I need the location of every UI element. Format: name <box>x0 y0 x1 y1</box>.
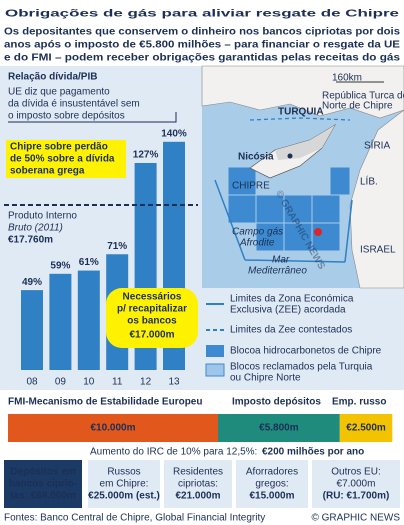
annotation: o imposto sobre depósitos <box>8 111 125 122</box>
value-label: 140% <box>161 128 187 139</box>
deposit-text: €15.000m <box>249 491 294 502</box>
deposit-text: Aforradores <box>246 467 298 478</box>
annotation: de 50% sobre a dívida <box>10 154 115 165</box>
x-tick-label: 10 <box>83 377 95 388</box>
deposit-text: gregos: <box>255 479 288 490</box>
legend-label: Emp. russo <box>332 397 386 408</box>
deposit-cell <box>236 460 308 508</box>
annotation: p/ recapitalizar <box>117 304 187 315</box>
trnc-1: República Turca do <box>322 91 404 102</box>
eez-contested <box>249 117 351 121</box>
chart-title: Relação dívida/PIB <box>8 72 97 83</box>
map-land-levant <box>349 109 404 289</box>
value-label: 71% <box>107 241 127 252</box>
note: Aumento do IRC de 10% para 12,5%: <box>90 447 257 458</box>
lebanon: LÍB. <box>360 175 378 188</box>
gas-field <box>314 228 322 236</box>
gas-1: Campo gás <box>232 227 283 238</box>
deposit-text: (RU: €1.700m) <box>323 491 390 502</box>
legend-label: Blocos reclamados pela Turquia <box>230 362 373 373</box>
annotation: Produto Interno <box>8 211 77 222</box>
note-box <box>106 288 198 348</box>
annotation: Bruto (2011) <box>8 223 63 234</box>
subtitle: anos após o imposto de €5.800 milhões – … <box>4 40 400 51</box>
deposit-text: Residentes <box>173 467 223 478</box>
deposit-text: em Chipre: <box>100 479 149 490</box>
bar <box>77 270 100 370</box>
annotation: soberana grega <box>10 166 85 177</box>
nicosia: Nicósia <box>238 152 274 163</box>
legend-label: FMI-Mecanismo de Estabilidade Europeu <box>8 397 202 408</box>
bar-segment <box>339 414 393 442</box>
legend-label: Blocoa hidrocarbonetos de Chipre <box>230 346 382 357</box>
value-label: €5.800m <box>259 423 299 434</box>
annotation: da dívida é insustentável sem <box>8 99 140 110</box>
annotation: UE diz que pagamento <box>8 87 110 98</box>
nicosia-dot <box>287 153 293 159</box>
annotation: Necessários <box>123 292 182 303</box>
value-label: 127% <box>133 150 159 161</box>
bar-segment <box>218 414 340 442</box>
note-amount: €200 milhões por ano <box>262 447 364 458</box>
x-tick-label: 12 <box>140 377 152 388</box>
legend-label: Imposto depósitos <box>232 397 321 408</box>
deposit-text: €21.000m <box>175 491 220 502</box>
note-box <box>6 140 126 178</box>
deposit-text: Russos <box>107 467 140 478</box>
deposit-text: Depósitos em <box>10 467 76 478</box>
value-label: 59% <box>50 260 70 271</box>
bar-segment <box>8 414 218 442</box>
blocks <box>227 166 351 252</box>
trnc-2: Norte de Chipre <box>322 101 393 112</box>
annotation: Chipre sobre perdão <box>10 142 108 153</box>
deposit-cell <box>164 460 232 508</box>
value-label: €10.000m <box>90 423 135 434</box>
israel: ISRAEL <box>360 245 396 256</box>
legend-label: Limites da Zona Económica <box>230 294 354 305</box>
value-label: €2.500m <box>346 423 386 434</box>
north-cyprus <box>275 125 335 160</box>
annotation: €17.000m <box>129 330 174 341</box>
deposit-text: cipriotas: <box>178 479 218 490</box>
annotation: os bancos <box>127 316 177 327</box>
deposit-text: tas: €68.000m <box>10 491 76 502</box>
deposit-text: €7.000m <box>337 479 376 490</box>
x-tick-label: 13 <box>168 377 180 388</box>
annotation: €17.760m <box>8 235 53 246</box>
subtitle: Os depositantes que conservem o dinheiro… <box>4 27 400 38</box>
deposit-text: €25.000m (est.) <box>88 491 160 502</box>
deposit-text: bancos ciprio- <box>9 479 77 490</box>
x-tick-label: 09 <box>55 377 67 388</box>
sea-2: Mediterrâneo <box>248 266 307 277</box>
title: Obrigações de gás para aliviar resgate d… <box>5 9 400 20</box>
value-label: 49% <box>22 277 42 288</box>
credit: © GRAPHIC NEWS <box>312 513 401 524</box>
gas-2: Afrodite <box>239 238 275 249</box>
eez-line <box>214 179 353 263</box>
deposit-cell <box>4 460 82 508</box>
subtitle: e do FMI – podem receber obrigações gara… <box>4 53 400 64</box>
scale: 160km <box>332 73 362 84</box>
value-label: 61% <box>79 257 99 268</box>
map-land-turkey <box>201 65 404 119</box>
turkey: TURQUIA <box>278 107 324 118</box>
deposit-text: Outros EU: <box>331 467 380 478</box>
source: Fontes: Banco Central de Chipre, Global … <box>4 513 265 524</box>
x-tick-label: 08 <box>26 377 38 388</box>
legend-label: Limites da Zee contestados <box>230 325 352 336</box>
bar <box>21 290 43 370</box>
bar <box>49 273 72 370</box>
cyprus: CHIPRE <box>232 181 270 192</box>
deposit-cell <box>312 460 400 508</box>
legend-label: ou Chipre Norte <box>230 373 301 384</box>
sea-1: Mar <box>272 255 290 266</box>
legend-label: Exclusiva (ZEE) acordada <box>230 305 346 316</box>
syria: SÍRIA <box>364 139 390 152</box>
pointer <box>8 112 177 123</box>
x-tick-label: 11 <box>112 377 123 388</box>
legend-icons <box>205 303 225 377</box>
deposit-cell <box>88 460 160 508</box>
